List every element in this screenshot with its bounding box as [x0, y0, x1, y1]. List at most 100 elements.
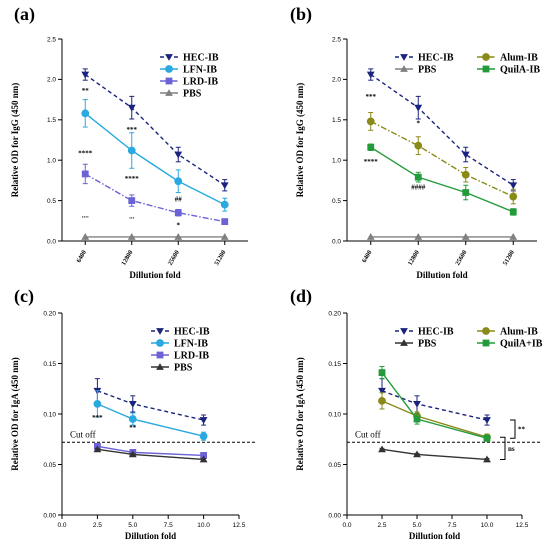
significance-mark: *: [417, 119, 421, 127]
data-point: [413, 450, 421, 458]
data-point: [220, 233, 229, 240]
legend-item: QuilA-IB: [477, 65, 540, 76]
significance-mark: *: [177, 221, 181, 229]
data-point: [366, 117, 375, 126]
x-tick-label: 5.0: [412, 522, 421, 529]
significance-bracket: **: [510, 419, 526, 439]
significance-mark: ****: [125, 175, 140, 183]
legend-marker: [156, 363, 164, 370]
data-point: [414, 104, 423, 112]
data-point: [220, 182, 229, 190]
panel-label: (d): [290, 286, 312, 307]
legend-marker: [482, 339, 490, 347]
y-tick-label: 1.5: [332, 117, 341, 124]
x-tick-label: 12.5: [516, 522, 529, 529]
legend-marker: [400, 339, 408, 346]
series-quila-ib: [378, 366, 491, 442]
significance-bracket: ns: [500, 436, 515, 460]
series-hec-ib: [93, 378, 208, 426]
series-hec-ib: [378, 378, 491, 426]
x-tick-label: 51200: [213, 249, 227, 267]
panel-d: (d) 0.00 0.05 0.10 0.15 0.20 0.0 2.5 5.0 7.5 10.0 1…: [290, 286, 543, 541]
series-lrd-ib: [81, 163, 229, 226]
legend-marker: [165, 65, 173, 73]
cutoff-label: Cut off: [355, 429, 381, 439]
x-axis-title: Dillution fold: [409, 531, 460, 541]
legend-label: PBS: [183, 89, 202, 100]
y-tick-label: 2.0: [47, 77, 56, 84]
significance-mark: **: [82, 87, 90, 95]
series-lfn-ib: [93, 390, 208, 441]
significance-mark: **: [129, 424, 137, 432]
legend-item: PBS: [160, 89, 202, 100]
y-axis-title: Relative OD for IgA (450 nm): [10, 357, 20, 471]
panel-c: (c) 0.00 0.05 0.10 0.15 0.20 0.0 2.5 5.0 7.5 10.0 1…: [10, 286, 257, 541]
series-line: [97, 445, 204, 457]
significance-mark: ****: [78, 149, 93, 157]
data-point: [413, 415, 421, 423]
x-axis-title: Dillution fold: [125, 531, 176, 541]
x-tick-label: 6400: [75, 249, 88, 264]
legend-label: LRD-IB: [183, 77, 218, 88]
bracket-line: [500, 436, 506, 460]
legend-item: HEC-IB: [395, 53, 454, 64]
panel-a: (a) 0.0 0.5 1.0 1.5 2.0 2.5 6400 12800 25600 51200…: [10, 4, 248, 280]
y-tick-label: 0.15: [43, 361, 56, 368]
data-point: [128, 450, 137, 458]
legend-item: HEC-IB: [151, 327, 210, 338]
series-alum-ib: [366, 112, 518, 205]
x-tick-label: 10.0: [197, 522, 210, 529]
data-point: [414, 233, 423, 240]
legend-item: QuilA+IB: [477, 339, 543, 350]
legend-item: Alum-IB: [477, 53, 538, 64]
data-point: [127, 233, 136, 240]
x-tick-label: 2.5: [377, 522, 386, 529]
data-point: [509, 192, 518, 201]
series-line: [97, 403, 204, 437]
legend-label: LFN-IB: [183, 65, 217, 76]
significance-mark: ##: [175, 195, 183, 203]
legend-item: HEC-IB: [160, 53, 219, 64]
y-tick-label: 0.20: [328, 310, 341, 317]
series-line: [381, 372, 488, 439]
data-point: [128, 197, 136, 204]
data-point: [413, 401, 421, 408]
legend-item: HEC-IB: [395, 327, 454, 338]
y-tick-label: 0.20: [43, 310, 56, 317]
data-point: [483, 434, 491, 442]
significance-mark: ***: [366, 93, 377, 101]
data-point: [378, 387, 386, 395]
data-point: [200, 452, 207, 459]
y-tick-label: 0.00: [43, 512, 56, 519]
series-line: [381, 390, 488, 421]
series-line: [370, 146, 514, 213]
series-line: [97, 390, 204, 421]
panel-label: (b): [290, 4, 312, 25]
data-point: [378, 445, 386, 453]
significance-mark: ***: [92, 414, 103, 422]
legend-label: HEC-IB: [418, 327, 454, 338]
series-line: [370, 120, 514, 198]
x-tick-label: 0.0: [57, 522, 66, 529]
series-line: [84, 73, 226, 186]
series-pbs: [378, 445, 491, 463]
significance-mark: ****: [364, 158, 379, 166]
significance-mark: ...: [129, 212, 135, 220]
x-tick-label: 7.5: [447, 522, 456, 529]
panel-label: (a): [14, 4, 35, 25]
data-point: [367, 143, 375, 151]
data-point: [174, 151, 183, 159]
legend-item: LRD-IB: [151, 351, 209, 362]
legend-marker: [165, 54, 173, 61]
series-hec-ib: [366, 68, 518, 192]
legend-label: PBS: [418, 339, 437, 350]
data-point: [378, 369, 386, 376]
data-point: [366, 71, 375, 79]
legend-marker: [156, 351, 164, 359]
bracket-line: [510, 419, 516, 439]
data-point: [483, 417, 491, 424]
legend-item: LFN-IB: [160, 65, 217, 76]
data-point: [509, 208, 517, 216]
x-tick-label: 7.5: [164, 522, 173, 529]
